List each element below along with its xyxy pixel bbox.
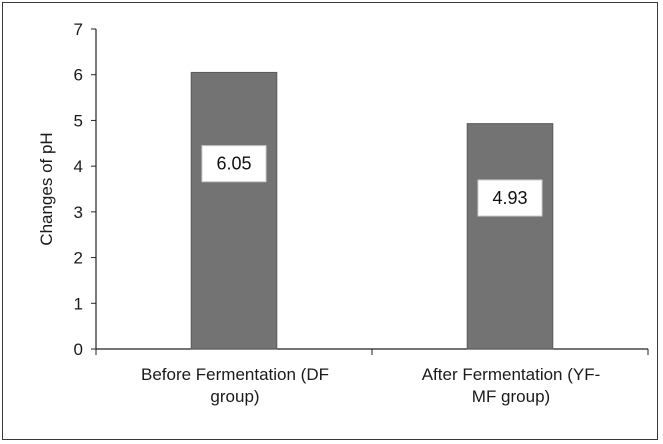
y-tick-label: 6: [74, 66, 83, 85]
y-tick-label: 4: [74, 157, 83, 176]
bars: [190, 71, 554, 350]
y-tick-label: 1: [74, 294, 83, 313]
x-category-label: After Fermentation (YF-: [422, 365, 601, 384]
bar: [466, 123, 554, 350]
axes: 0 1 2 3 4 5 6 7 Before Fermentation (DF group) Aft…: [74, 20, 649, 406]
x-category-label: group): [210, 387, 259, 406]
data-label: 6.05: [216, 154, 251, 174]
y-tick-label: 5: [74, 111, 83, 130]
data-label-box: [477, 179, 543, 217]
y-tick-label: 7: [74, 20, 83, 39]
x-category-label: Before Fermentation (DF: [141, 365, 329, 384]
y-tick-label: 0: [74, 340, 83, 359]
data-label-box: [201, 145, 267, 183]
x-category-label: MF group): [472, 387, 550, 406]
data-labels: 6.05 4.93: [201, 145, 543, 217]
y-axis-title: Changes of pH: [37, 132, 56, 245]
bar: [190, 71, 278, 350]
y-tick-label: 2: [74, 249, 83, 268]
data-label: 4.93: [492, 188, 527, 208]
y-tick-label: 3: [74, 203, 83, 222]
